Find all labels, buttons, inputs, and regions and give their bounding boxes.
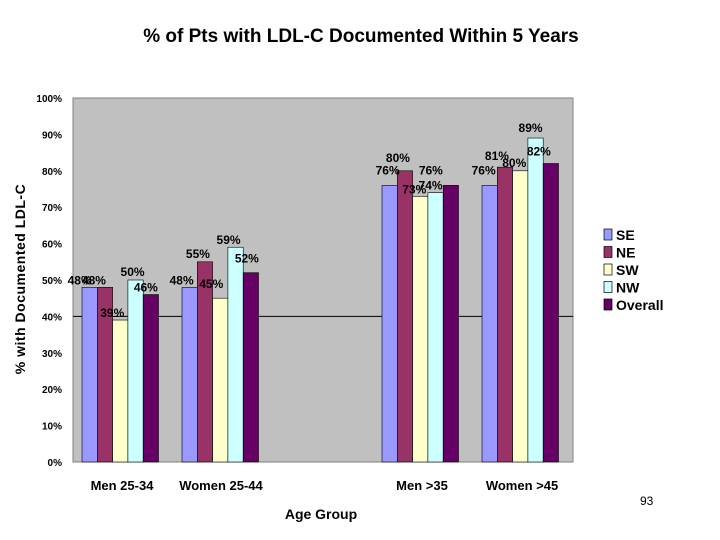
y-axis-title: % with Documented LDL-C [12,184,28,374]
data-label: 89% [519,121,543,135]
bar-se [181,286,198,463]
bar-ne [396,170,413,463]
legend-label: SW [616,262,639,278]
data-label: 48% [170,273,194,287]
data-label: 76% [419,163,443,177]
chart-title: % of Pts with LDL-C Documented Within 5 … [143,26,578,47]
x-category-label: Women 25-44 [179,478,263,493]
x-category-label: Women >45 [486,478,558,493]
data-label: 39% [100,306,124,320]
y-tick-label: 20% [42,385,62,396]
data-label: 52% [235,252,259,266]
legend-swatch [603,228,613,241]
data-label: 45% [199,277,223,291]
bar-sw [212,297,229,463]
data-label: 76% [472,163,496,177]
data-label: 46% [134,281,158,295]
legend-label: SE [616,227,635,243]
bar-nw [527,137,544,463]
legend-swatch [603,263,613,276]
bar-sw [512,170,529,463]
bar-nw [227,246,244,463]
y-tick-label: 50% [42,276,62,287]
legend-swatch [603,298,613,311]
bar-overall [542,163,559,463]
legend-label: NE [616,245,635,261]
y-tick-label: 60% [42,240,62,251]
bar-sw [112,319,129,463]
bar-nw [127,279,144,463]
data-label: 74% [419,179,443,193]
slide-number: 93 [640,494,654,508]
y-tick-label: 70% [42,203,62,214]
data-label: 82% [527,145,551,159]
x-category-label: Men >35 [396,478,448,493]
bar-ne [496,166,513,463]
y-tick-label: 30% [42,349,62,360]
y-tick-label: 80% [42,167,62,178]
data-label: 48% [82,273,106,287]
y-tick-label: 40% [42,312,62,323]
data-label: 55% [186,247,210,261]
bar-se [481,185,498,463]
y-tick-label: 100% [36,94,62,105]
y-tick-label: 10% [42,422,62,433]
bar-se [81,286,98,463]
legend-label: NW [616,280,640,296]
bar-overall [442,185,459,463]
data-label: 73% [402,182,426,196]
bar-ne [197,261,213,463]
bar-sw [412,195,429,463]
data-label: 48% [68,273,92,287]
legend-label: Overall [616,297,663,313]
x-axis-title: Age Group [285,506,357,522]
legend-swatch [603,281,613,293]
data-label: 80% [386,151,410,165]
y-tick-label: 0% [48,458,63,469]
legend-swatch [603,246,613,258]
data-label: 76% [376,163,400,177]
bar-overall [142,294,159,463]
data-label: 81% [485,149,509,163]
data-label: 59% [217,233,241,247]
bar-se [381,185,398,463]
bar-overall [242,272,259,463]
bar-nw [427,192,444,463]
y-tick-label: 90% [42,130,62,141]
x-category-label: Men 25-34 [91,478,155,493]
data-label: 50% [121,265,145,279]
data-label: 80% [502,156,526,170]
